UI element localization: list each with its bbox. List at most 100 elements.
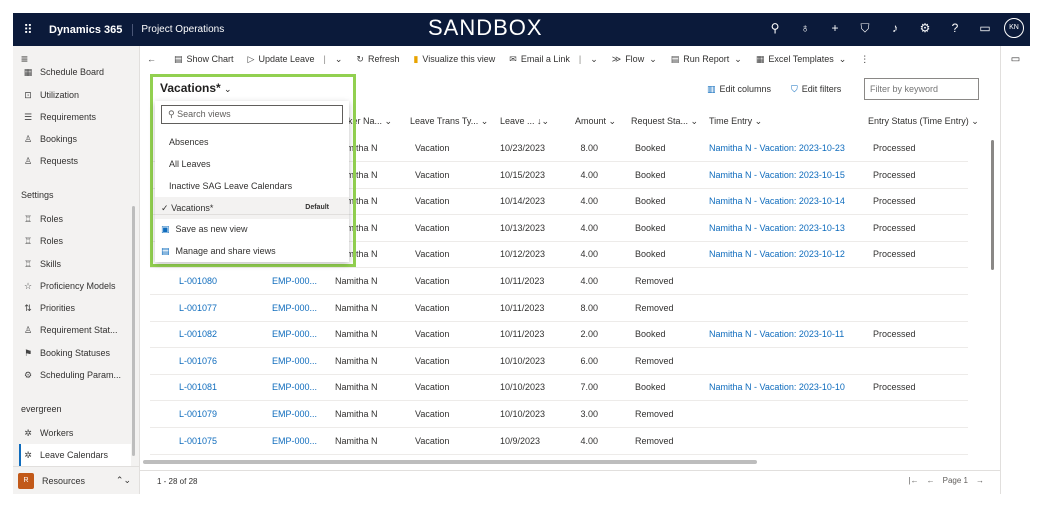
sidebar-item-skills[interactable]: ♖ Skills bbox=[21, 253, 133, 275]
email-link-button[interactable]: ✉ Email a Link bbox=[509, 53, 570, 65]
cell-employee-id[interactable]: EMP-000... bbox=[272, 302, 318, 313]
cell-time-entry[interactable]: Namitha N - Vacation: 2023-10-12 bbox=[709, 249, 845, 260]
cell-leave-id[interactable]: L-001076 bbox=[179, 355, 218, 366]
column-header-amount[interactable]: Amount ⌄ bbox=[575, 116, 617, 126]
column-header-entry-status[interactable]: Entry Status (Time Entry) ⌄ bbox=[868, 116, 979, 126]
chat-icon[interactable]: ▭ bbox=[979, 21, 991, 35]
table-row[interactable]: Namitha N Vacation 10/14/2023 4.00 Booked Nam… bbox=[150, 188, 968, 216]
cell-time-entry[interactable]: Namitha N - Vacation: 2023-10-23 bbox=[709, 143, 845, 153]
column-header-worker-name[interactable]: rker Na... ⌄ bbox=[345, 116, 393, 126]
filter-icon[interactable]: ⛉ bbox=[860, 20, 870, 35]
view-selector[interactable]: Vacations* ⌄ bbox=[160, 81, 232, 95]
manage-share-views-button[interactable]: ▤ Manage and share views bbox=[161, 246, 276, 256]
next-page-icon[interactable]: → bbox=[976, 476, 984, 485]
visualize-button[interactable]: ▮ Visualize this view bbox=[413, 53, 496, 65]
sidebar-item-schedule-board[interactable]: ▦ Schedule Board bbox=[21, 66, 133, 78]
app-name[interactable]: Dynamics 365 bbox=[43, 23, 134, 36]
cell-leave-id[interactable]: L-001082 bbox=[179, 329, 218, 340]
sidebar-item-roles-2[interactable]: ♖ Roles bbox=[21, 230, 133, 252]
table-row[interactable]: Namitha N Vacation 10/13/2023 4.00 Booked Nam… bbox=[150, 215, 968, 242]
cell-time-entry[interactable]: Namitha N - Vacation: 2023-10-10 bbox=[709, 382, 845, 393]
chevron-down-icon: ⌄ bbox=[224, 84, 232, 94]
show-chart-button[interactable]: ▤ Show Chart bbox=[174, 53, 234, 65]
sidebar-item-requirements[interactable]: ☰ Requirements bbox=[21, 106, 133, 128]
previous-page-icon[interactable]: ← bbox=[926, 476, 935, 485]
column-header-leave-date[interactable]: Leave ... ↓⌄ bbox=[500, 116, 550, 126]
cell-time-entry[interactable]: Namitha N - Vacation: 2023-10-11 bbox=[709, 329, 845, 340]
column-header-time-entry[interactable]: Time Entry ⌄ bbox=[709, 116, 763, 126]
view-option-all-leaves[interactable]: All Leaves bbox=[169, 159, 211, 169]
sidebar-item-booking-statuses[interactable]: ⚑ Booking Statuses bbox=[21, 342, 133, 364]
cell-employee-id[interactable]: EMP-000... bbox=[272, 276, 318, 286]
gear-icon[interactable]: ⚙ bbox=[919, 21, 931, 35]
save-as-new-view-button[interactable]: ▣ Save as new view bbox=[161, 224, 248, 234]
email-link-dropdown[interactable]: ⌄ bbox=[583, 54, 605, 65]
column-header-request-status[interactable]: Request Sta... ⌄ bbox=[631, 116, 699, 126]
column-header-leave-trans-type[interactable]: Leave Trans Ty... ⌄ bbox=[410, 116, 489, 126]
sidebar-item-bookings[interactable]: ♙ Bookings bbox=[21, 128, 133, 150]
table-row[interactable]: L-001080 EMP-000... Namitha N Vacation 10/11… bbox=[150, 268, 968, 295]
table-row[interactable]: Namitha N Vacation 10/23/2023 8.00 Booked Nam… bbox=[150, 135, 968, 162]
view-option-absences[interactable]: Absences bbox=[169, 137, 209, 147]
table-row[interactable]: L-001082 EMP-000... Namitha N Vacation 10/11… bbox=[150, 321, 968, 349]
sidebar-scrollbar[interactable] bbox=[132, 206, 135, 456]
sidebar-item-requirement-statuses[interactable]: ♙ Requirement Stat... bbox=[21, 319, 133, 341]
chat-icon[interactable]: ▭ bbox=[1010, 54, 1021, 65]
vertical-scrollbar[interactable] bbox=[991, 140, 994, 270]
update-leave-button[interactable]: ▷ Update Leave bbox=[247, 53, 315, 65]
cell-leave-id[interactable]: L-001079 bbox=[179, 409, 218, 419]
lightbulb-icon[interactable]: ♁ bbox=[800, 21, 810, 35]
keyword-filter-input[interactable] bbox=[864, 78, 979, 100]
refresh-button[interactable]: ↻ Refresh bbox=[356, 53, 400, 65]
table-row[interactable]: L-001081 EMP-000... Namitha N Vacation 10/10… bbox=[150, 374, 968, 402]
bell-icon[interactable]: ♪ bbox=[892, 21, 898, 35]
sidebar-item-requests[interactable]: ♙ Requests bbox=[21, 150, 133, 172]
sidebar-item-proficiency-models[interactable]: ☆ Proficiency Models bbox=[21, 275, 133, 297]
edit-columns-button[interactable]: ▥ Edit columns bbox=[707, 84, 772, 94]
cell-leave-id[interactable]: L-001081 bbox=[179, 382, 218, 393]
excel-templates-button[interactable]: ▦ Excel Templates ⌄ bbox=[755, 53, 847, 65]
cell-leave-type: Vacation bbox=[415, 302, 450, 313]
plus-icon[interactable]: + bbox=[831, 21, 839, 35]
cell-employee-id[interactable]: EMP-000... bbox=[272, 355, 318, 366]
sidebar-item-scheduling-parameters[interactable]: ⚙ Scheduling Param... bbox=[21, 364, 133, 386]
table-row[interactable]: Namitha N Vacation 10/15/2023 4.00 Booked Nam… bbox=[150, 162, 968, 189]
sidebar-item-priorities[interactable]: ⇅ Priorities bbox=[21, 297, 133, 319]
sidebar-item-roles[interactable]: ♖ Roles bbox=[21, 208, 133, 230]
cell-employee-id[interactable]: EMP-000... bbox=[272, 409, 318, 419]
avatar[interactable]: KN bbox=[1004, 18, 1024, 38]
search-icon[interactable]: ⚲ bbox=[770, 21, 780, 35]
cell-leave-id[interactable]: L-001075 bbox=[179, 435, 218, 446]
cell-employee-id[interactable]: EMP-000... bbox=[272, 329, 318, 340]
table-row[interactable]: L-001077 EMP-000... Namitha N Vacation 10/11… bbox=[150, 295, 968, 322]
view-option-vacations[interactable]: ✓ Vacations* Default bbox=[155, 197, 349, 219]
sidebar-item-utilization[interactable]: ⊡ Utilization bbox=[21, 84, 133, 106]
app-launcher-icon[interactable]: ⠿ bbox=[23, 21, 33, 37]
sidebar-item-workers[interactable]: ✲ Workers bbox=[21, 422, 133, 444]
flow-button[interactable]: ≫ Flow ⌄ bbox=[611, 53, 657, 65]
area-switcher[interactable]: R Resources ⌃⌄ bbox=[13, 466, 139, 494]
update-leave-dropdown[interactable]: ⌄ bbox=[328, 54, 350, 65]
run-report-button[interactable]: ▤ Run Report ⌄ bbox=[670, 53, 742, 65]
horizontal-scrollbar[interactable] bbox=[143, 460, 757, 464]
hamburger-menu-icon[interactable]: ≡ bbox=[21, 52, 29, 66]
cell-employee-id[interactable]: EMP-000... bbox=[272, 435, 318, 446]
cell-time-entry[interactable]: Namitha N - Vacation: 2023-10-13 bbox=[709, 222, 845, 233]
table-row[interactable]: L-001079 EMP-000... Namitha N Vacation 10/10… bbox=[150, 401, 968, 428]
more-commands-icon[interactable]: ⋮ bbox=[860, 53, 870, 64]
cell-time-entry[interactable]: Namitha N - Vacation: 2023-10-14 bbox=[709, 196, 845, 207]
search-views-input[interactable]: ⚲ Search views bbox=[161, 105, 343, 124]
first-page-icon[interactable]: |← bbox=[908, 476, 919, 485]
cell-employee-id[interactable]: EMP-000... bbox=[272, 382, 318, 393]
help-icon[interactable]: ? bbox=[951, 21, 959, 35]
sidebar-item-leave-calendars[interactable]: ✲ Leave Calendars bbox=[19, 444, 131, 466]
view-option-inactive-sag[interactable]: Inactive SAG Leave Calendars bbox=[169, 181, 293, 191]
cell-leave-id[interactable]: L-001077 bbox=[179, 302, 218, 313]
edit-filters-button[interactable]: ⛉ Edit filters bbox=[791, 84, 842, 94]
back-button[interactable]: ← bbox=[140, 54, 167, 64]
cell-leave-id[interactable]: L-001080 bbox=[179, 276, 218, 286]
table-row[interactable]: Namitha N Vacation 10/12/2023 4.00 Booked Nam… bbox=[150, 241, 968, 269]
cell-time-entry[interactable]: Namitha N - Vacation: 2023-10-15 bbox=[709, 169, 845, 180]
table-row[interactable]: L-001076 EMP-000... Namitha N Vacation 10/10… bbox=[150, 348, 968, 375]
table-row[interactable]: L-001075 EMP-000... Namitha N Vacation 10/9/… bbox=[150, 428, 968, 455]
